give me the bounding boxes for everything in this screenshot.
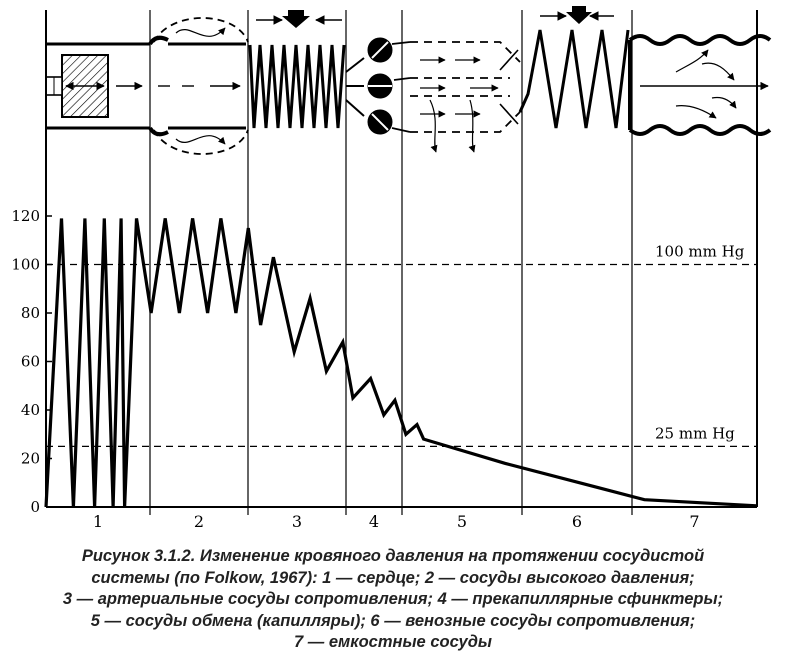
venous-resistance-spring-icon — [518, 6, 630, 129]
figure-caption: Рисунок 3.1.2. Изменение кровяного давле… — [0, 546, 786, 654]
caption-line-5: 7 — емкостные сосуды — [293, 633, 493, 651]
segment-label: 7 — [689, 512, 699, 531]
caption-line-3: 3 — артериальные сосуды сопротивления; 4… — [62, 590, 724, 608]
caption-line-4: 5 — сосуды обмена (капилляры); 6 — веноз… — [90, 611, 696, 630]
vascular-pressure-figure: 100 mm Hg 25 mm Hg 0 20 40 60 80 100 120 1 2 3 4 5 6… — [11, 6, 772, 531]
high-pressure-vessels-icon — [148, 17, 249, 155]
segment-label: 2 — [194, 512, 204, 531]
capillaries-icon — [410, 41, 521, 153]
y-tick-label: 80 — [21, 304, 40, 322]
y-tick-label: 40 — [21, 401, 40, 419]
y-tick-label: 100 — [11, 256, 40, 274]
resistance-vessels-spring-icon — [248, 10, 346, 129]
caption-line-2: системы (по Folkow, 1967): 1 — сердце; 2… — [91, 568, 695, 587]
vessel-schematic — [45, 6, 772, 155]
heart-pump-icon — [45, 42, 150, 130]
segment-label: 6 — [572, 512, 582, 531]
y-tick-label: 120 — [11, 207, 40, 225]
reference-line-label: 25 mm Hg — [655, 424, 735, 442]
segment-label: 5 — [457, 512, 467, 531]
y-tick-label: 20 — [21, 450, 40, 468]
segment-label: 4 — [369, 512, 379, 531]
y-tick-label: 0 — [30, 498, 40, 516]
capacitance-vessels-icon — [628, 34, 772, 136]
caption-line-1: Рисунок 3.1.2. Изменение кровяного давле… — [81, 547, 705, 565]
y-tick-label: 60 — [21, 353, 40, 371]
segment-label: 1 — [93, 512, 103, 531]
reference-line-label: 100 mm Hg — [655, 243, 745, 261]
segment-label: 3 — [292, 512, 302, 531]
pressure-curve — [44, 218, 758, 508]
pressure-chart: 100 mm Hg 25 mm Hg 0 20 40 60 80 100 120 1 2 3 4 5 6… — [11, 10, 758, 531]
precapillary-sphincters-icon — [345, 37, 411, 135]
